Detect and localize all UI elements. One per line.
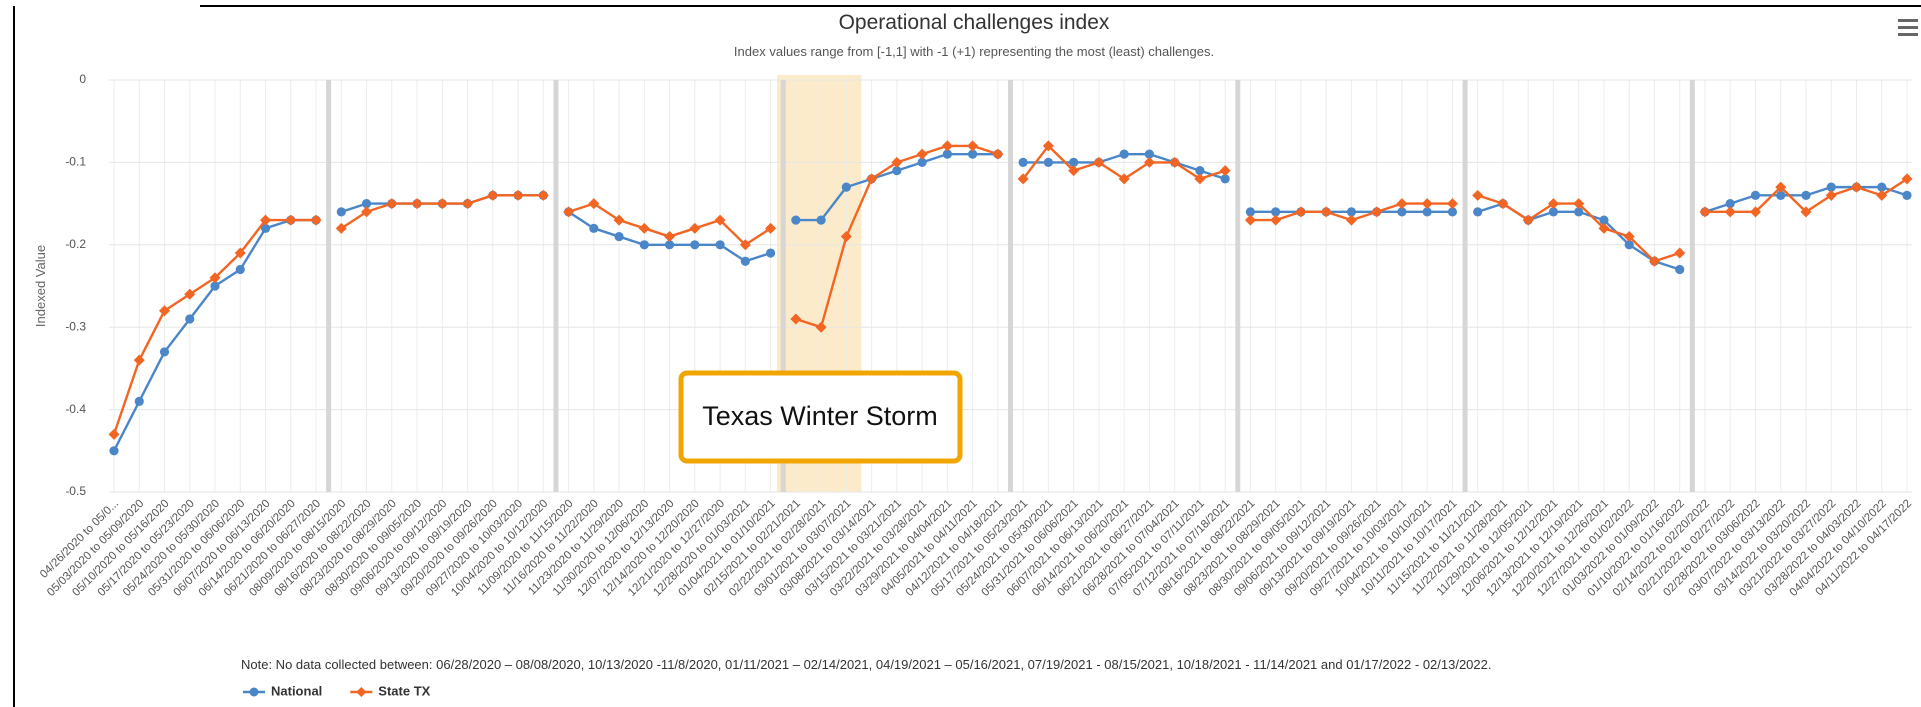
- menu-bar: [1898, 33, 1918, 36]
- data-point: [337, 207, 346, 216]
- data-point: [1019, 158, 1028, 167]
- gap-separator: [1235, 80, 1240, 492]
- legend-label: State TX: [378, 683, 430, 698]
- data-point: [842, 183, 851, 192]
- data-point: [690, 240, 699, 249]
- page: {"chart_data": { "type": "line", "title"…: [0, 0, 1921, 707]
- annotation-label: Texas Winter Storm: [702, 401, 938, 431]
- data-point: [1120, 150, 1129, 159]
- chart-title: Operational challenges index: [839, 11, 1110, 34]
- data-point: [135, 397, 144, 406]
- data-point: [109, 446, 118, 455]
- legend-label: National: [271, 683, 322, 698]
- data-point: [1675, 265, 1684, 274]
- data-point: [640, 240, 649, 249]
- y-tick-label: -0.5: [65, 484, 86, 498]
- menu-bar: [1898, 19, 1918, 22]
- note: Note: No data collected between: 06/28/2…: [241, 657, 1492, 672]
- y-tick-label: -0.3: [65, 319, 86, 333]
- gap-separator: [553, 80, 558, 492]
- data-point: [816, 215, 825, 224]
- chart-subtitle: Index values range from [-1,1] with -1 (…: [734, 44, 1214, 59]
- y-tick-label: 0: [79, 72, 86, 86]
- data-point: [1801, 191, 1810, 200]
- gap-separator: [1463, 80, 1468, 492]
- menu-bar: [1898, 26, 1918, 29]
- data-point: [1751, 191, 1760, 200]
- data-point: [791, 215, 800, 224]
- y-tick-label: -0.4: [65, 402, 86, 416]
- data-point: [1044, 158, 1053, 167]
- data-point: [614, 232, 623, 241]
- data-point: [589, 224, 598, 233]
- gap-separator: [1690, 80, 1695, 492]
- data-point: [1902, 191, 1911, 200]
- gap-separator: [326, 80, 331, 492]
- gap-separator: [1008, 80, 1013, 492]
- data-point: [766, 248, 775, 257]
- data-point: [185, 314, 194, 323]
- y-tick-label: -0.2: [65, 237, 86, 251]
- menu-icon[interactable]: [1898, 19, 1918, 36]
- legend-marker: [250, 688, 259, 697]
- chart: Operational challenges index Index value…: [0, 0, 1921, 707]
- data-point: [1473, 207, 1482, 216]
- data-point: [715, 240, 724, 249]
- data-point: [236, 265, 245, 274]
- data-point: [160, 347, 169, 356]
- background: [0, 0, 1921, 707]
- y-axis-title: Indexed Value: [33, 245, 48, 327]
- data-point: [741, 257, 750, 266]
- y-tick-label: -0.1: [65, 155, 86, 169]
